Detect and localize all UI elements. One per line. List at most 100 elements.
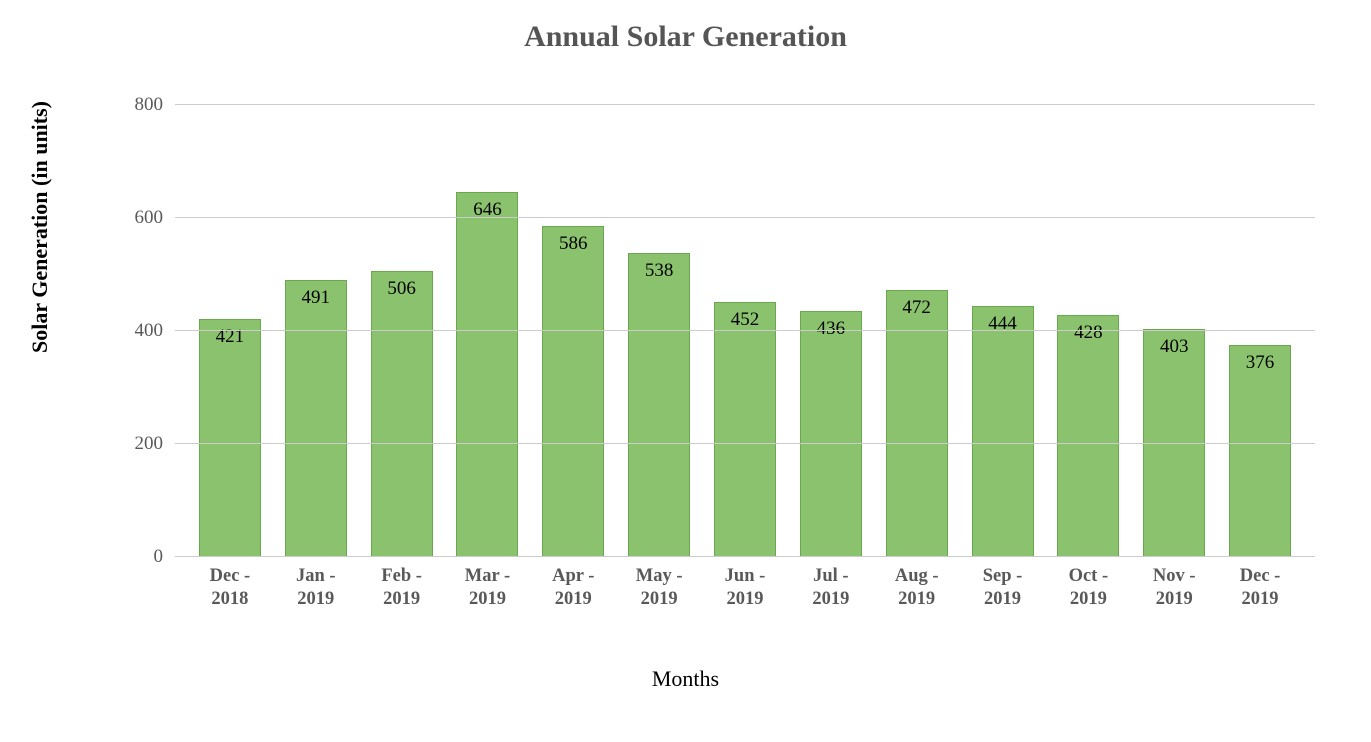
x-tick-label-line: 2019 xyxy=(273,588,359,611)
bar: 586 xyxy=(542,226,604,557)
bar-value-label: 376 xyxy=(1246,352,1275,374)
bar-slot: 472 xyxy=(874,105,960,557)
x-tick-label-line: Dec - xyxy=(1217,565,1303,588)
y-tick-label: 600 xyxy=(135,207,164,229)
x-tick-label-line: Apr - xyxy=(530,565,616,588)
y-axis-title: Solar Generation (in units) xyxy=(27,101,53,353)
bar-slot: 586 xyxy=(530,105,616,557)
bar: 436 xyxy=(800,311,862,557)
x-label-slot: Nov -2019 xyxy=(1131,565,1217,611)
x-tick-label: Aug -2019 xyxy=(874,565,960,611)
gridline xyxy=(175,556,1315,557)
x-tick-label: Apr -2019 xyxy=(530,565,616,611)
bar-slot: 491 xyxy=(273,105,359,557)
bar-value-label: 428 xyxy=(1074,322,1103,344)
x-tick-label-line: 2019 xyxy=(530,588,616,611)
bar-slot: 452 xyxy=(702,105,788,557)
plot-area: 421491506646586538452436472444428403376 … xyxy=(175,105,1315,557)
x-tick-label: Jul -2019 xyxy=(788,565,874,611)
bar: 421 xyxy=(199,319,261,557)
bar: 452 xyxy=(714,302,776,557)
bar-slot: 428 xyxy=(1045,105,1131,557)
gridline xyxy=(175,217,1315,218)
x-tick-label-line: Jul - xyxy=(788,565,874,588)
bar-slot: 506 xyxy=(359,105,445,557)
bar: 444 xyxy=(972,306,1034,557)
x-tick-label-line: Mar - xyxy=(445,565,531,588)
x-axis-title: Months xyxy=(0,666,1371,692)
bar: 506 xyxy=(371,271,433,557)
x-tick-label-line: 2019 xyxy=(788,588,874,611)
x-tick-label-line: 2018 xyxy=(187,588,273,611)
bar-slot: 403 xyxy=(1131,105,1217,557)
x-tick-label-line: Oct - xyxy=(1045,565,1131,588)
bar-value-label: 403 xyxy=(1160,336,1189,358)
x-label-slot: Aug -2019 xyxy=(874,565,960,611)
x-tick-label-line: Jan - xyxy=(273,565,359,588)
y-tick-label: 400 xyxy=(135,320,164,342)
x-tick-label-line: Sep - xyxy=(960,565,1046,588)
chart-title: Annual Solar Generation xyxy=(0,20,1371,54)
bar: 538 xyxy=(628,253,690,557)
x-tick-label-line: May - xyxy=(616,565,702,588)
bar-slot: 421 xyxy=(187,105,273,557)
bar-value-label: 436 xyxy=(817,318,846,340)
x-tick-label-line: Dec - xyxy=(187,565,273,588)
x-label-slot: Jun -2019 xyxy=(702,565,788,611)
x-tick-label: Feb -2019 xyxy=(359,565,445,611)
bar-value-label: 586 xyxy=(559,233,588,255)
x-tick-label-line: 2019 xyxy=(960,588,1046,611)
x-tick-label-line: Feb - xyxy=(359,565,445,588)
bar-chart: Annual Solar Generation Solar Generation… xyxy=(0,0,1371,742)
bar: 428 xyxy=(1057,315,1119,557)
x-tick-label: Jan -2019 xyxy=(273,565,359,611)
x-tick-label-line: Nov - xyxy=(1131,565,1217,588)
x-label-slot: Dec -2018 xyxy=(187,565,273,611)
x-tick-label: Dec -2019 xyxy=(1217,565,1303,611)
bar: 646 xyxy=(456,192,518,557)
x-label-slot: Apr -2019 xyxy=(530,565,616,611)
x-tick-label: Sep -2019 xyxy=(960,565,1046,611)
bar-slot: 646 xyxy=(445,105,531,557)
bar: 376 xyxy=(1229,345,1291,557)
x-label-slot: Dec -2019 xyxy=(1217,565,1303,611)
x-label-slot: Feb -2019 xyxy=(359,565,445,611)
x-label-slot: Oct -2019 xyxy=(1045,565,1131,611)
x-tick-label-line: 2019 xyxy=(874,588,960,611)
bar-value-label: 452 xyxy=(731,309,760,331)
gridline xyxy=(175,104,1315,105)
x-axis-labels: Dec -2018Jan -2019Feb -2019Mar -2019Apr … xyxy=(175,565,1315,611)
bar-slot: 376 xyxy=(1217,105,1303,557)
x-label-slot: Sep -2019 xyxy=(960,565,1046,611)
x-tick-label: Dec -2018 xyxy=(187,565,273,611)
bar: 491 xyxy=(285,280,347,557)
bar-value-label: 444 xyxy=(988,313,1017,335)
bar-slot: 444 xyxy=(960,105,1046,557)
y-tick-label: 800 xyxy=(135,94,164,116)
x-tick-label-line: 2019 xyxy=(445,588,531,611)
x-tick-label-line: 2019 xyxy=(1045,588,1131,611)
x-label-slot: Mar -2019 xyxy=(445,565,531,611)
x-label-slot: Jan -2019 xyxy=(273,565,359,611)
y-tick-label: 200 xyxy=(135,433,164,455)
x-tick-label: May -2019 xyxy=(616,565,702,611)
bar-value-label: 506 xyxy=(387,278,416,300)
x-tick-label-line: 2019 xyxy=(702,588,788,611)
x-tick-label: Oct -2019 xyxy=(1045,565,1131,611)
bar-value-label: 491 xyxy=(302,287,331,309)
x-label-slot: Jul -2019 xyxy=(788,565,874,611)
bar-slot: 538 xyxy=(616,105,702,557)
x-tick-label-line: Jun - xyxy=(702,565,788,588)
x-tick-label-line: 2019 xyxy=(616,588,702,611)
x-tick-label: Nov -2019 xyxy=(1131,565,1217,611)
y-tick-label: 0 xyxy=(154,546,164,568)
bar-value-label: 472 xyxy=(902,297,931,319)
x-tick-label-line: 2019 xyxy=(359,588,445,611)
x-tick-label-line: 2019 xyxy=(1131,588,1217,611)
bar-value-label: 538 xyxy=(645,260,674,282)
bars-row: 421 491 506 646 586 538 452 436 472 444 428 403 376 xyxy=(175,105,1315,557)
x-tick-label: Jun -2019 xyxy=(702,565,788,611)
gridline xyxy=(175,443,1315,444)
gridline xyxy=(175,330,1315,331)
x-tick-label-line: 2019 xyxy=(1217,588,1303,611)
